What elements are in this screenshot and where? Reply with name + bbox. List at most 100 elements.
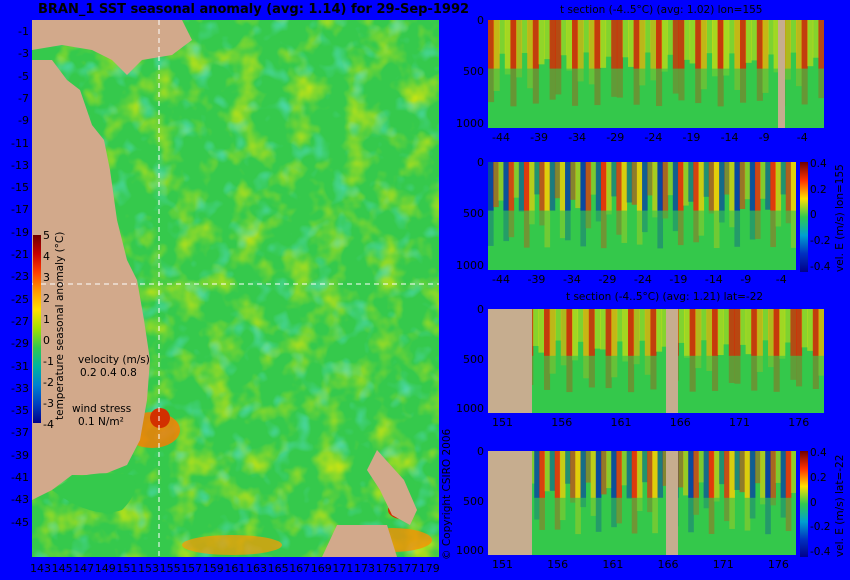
section-streak	[773, 309, 780, 392]
bathymetry-mask	[488, 451, 532, 555]
section-x-tick: 161	[602, 558, 624, 571]
section-streak	[734, 20, 741, 90]
section-streak	[801, 20, 808, 105]
section-streak	[493, 20, 500, 91]
map-y-tick: -27	[11, 314, 29, 328]
section-streak	[611, 162, 617, 197]
section-x-tick: -39	[530, 131, 549, 144]
section-streak	[600, 20, 607, 68]
section-x-tick: -9	[740, 273, 752, 286]
section-x-tick: -39	[527, 273, 546, 286]
velocity-colorbar-tick: -0.4	[810, 546, 831, 559]
section-streak	[818, 309, 824, 376]
map-y-tick: -33	[11, 381, 29, 395]
map-x-tick: 147	[73, 562, 95, 575]
section-streak	[678, 20, 685, 101]
map-colorbar-tick: -2	[43, 376, 54, 389]
section-streak	[583, 309, 590, 379]
section-y-tick: 1000	[456, 544, 484, 558]
map-y-tick: -21	[11, 248, 29, 261]
map-y-tick: -3	[18, 47, 29, 61]
section-streak	[516, 20, 523, 78]
map-colorbar-tick: -1	[43, 355, 54, 368]
section-heatmap-1	[488, 20, 824, 128]
wind-legend-scale: 0.1 N/m²	[78, 416, 124, 428]
section-x-tick: 156	[547, 558, 569, 571]
section-x-tick: -29	[598, 273, 617, 286]
section-streak	[539, 162, 545, 226]
section-streak	[672, 162, 679, 232]
section-streak	[636, 162, 643, 245]
section-x-tick: -4	[775, 273, 787, 286]
section-streak	[784, 20, 791, 80]
section-streak	[695, 309, 702, 369]
map-y-tick: -15	[11, 181, 29, 195]
section-streak	[647, 451, 653, 513]
velocity-colorbar-label: vel. E (m/s) lon=155	[834, 164, 846, 272]
velocity-colorbar-tick: 0	[810, 496, 817, 509]
section-streak	[662, 162, 669, 219]
section-streak	[728, 20, 735, 54]
map-y-tick: -41	[11, 471, 29, 484]
section-streak	[644, 20, 651, 53]
section-streak	[588, 309, 595, 388]
bathymetry-mask	[488, 309, 532, 413]
section-x-tick: -29	[606, 131, 625, 144]
section-streak	[577, 20, 584, 82]
new-zealand-landmass	[367, 450, 417, 525]
section-streak	[770, 451, 776, 506]
australia-landmass	[32, 60, 150, 500]
section-streak	[708, 451, 715, 534]
section-streak	[595, 451, 602, 532]
section-streak	[768, 20, 775, 55]
section-streak	[534, 451, 540, 520]
section-streak	[621, 162, 628, 243]
section-streak	[683, 162, 689, 206]
map-y-tick: -7	[18, 91, 29, 105]
velocity-colorbar-tick: -0.4	[810, 260, 831, 273]
section-streak	[703, 162, 710, 197]
section-plot-2	[488, 162, 796, 270]
section-streak	[729, 451, 735, 529]
section-streak	[703, 451, 710, 509]
section-streak	[513, 162, 520, 198]
section-streak	[499, 20, 506, 54]
section-streak	[628, 20, 635, 67]
section-streak	[689, 20, 696, 64]
map-y-tick: -25	[11, 292, 29, 306]
map-colorbar-tick: -3	[43, 397, 54, 410]
section-streak	[544, 20, 551, 60]
section-streak	[667, 20, 674, 55]
section-streak	[713, 162, 720, 249]
section-streak	[740, 20, 747, 103]
velocity-colorbar-tick: 0.2	[810, 183, 827, 196]
map-x-tick: 153	[138, 562, 159, 575]
section-streak	[762, 20, 769, 93]
section-streak	[807, 309, 814, 351]
section-streak	[706, 20, 713, 54]
section-streak	[590, 451, 597, 516]
section-streak	[700, 309, 707, 341]
section-streak	[580, 162, 587, 247]
section-streak	[818, 20, 824, 99]
section-streak	[572, 309, 579, 361]
section-x-tick: -44	[492, 273, 510, 286]
section-streak	[560, 309, 567, 366]
section-streak	[734, 162, 741, 247]
section-streak	[580, 451, 587, 508]
section-y-tick: 0	[477, 445, 484, 458]
section-streak	[566, 20, 573, 71]
map-plot-area	[32, 20, 439, 557]
section-streak	[770, 162, 776, 248]
section-heatmap-4	[488, 451, 796, 555]
map-x-tick: 155	[159, 562, 181, 575]
section-streak	[606, 162, 612, 215]
map-colorbar-tick: 0	[43, 334, 50, 347]
section-streak	[695, 20, 702, 104]
section-streak	[698, 451, 705, 483]
section-streak	[678, 309, 685, 343]
section-x-tick: -34	[562, 273, 581, 286]
section-streak	[532, 20, 539, 104]
section-x-tick: -44	[492, 131, 510, 144]
section-streak	[693, 162, 699, 243]
